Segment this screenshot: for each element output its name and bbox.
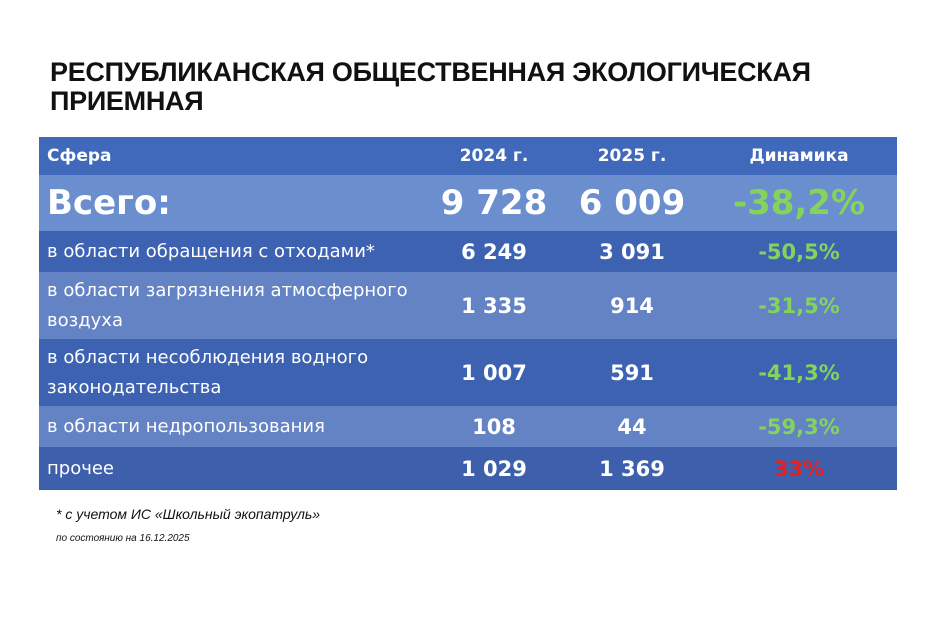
table-row: в области несоблюдения водного законодат…: [39, 339, 897, 406]
row-dynamics: -50,5%: [701, 231, 897, 272]
row-2024: 108: [425, 406, 563, 447]
table-row: прочее 1 029 1 369 33%: [39, 447, 897, 490]
row-dynamics: -59,3%: [701, 406, 897, 447]
total-2024: 9 728: [425, 175, 563, 231]
total-label: Всего:: [39, 175, 425, 231]
row-2024: 1 335: [425, 272, 563, 339]
row-2025: 44: [563, 406, 701, 447]
table-row: в области обращения с отходами* 6 249 3 …: [39, 231, 897, 272]
row-2024: 6 249: [425, 231, 563, 272]
row-dynamics: -41,3%: [701, 339, 897, 406]
row-label: в области несоблюдения водного законодат…: [39, 339, 425, 406]
table-header-row: Сфера 2024 г. 2025 г. Динамика: [39, 137, 897, 175]
header-dynamics: Динамика: [701, 137, 897, 175]
row-2025: 591: [563, 339, 701, 406]
row-dynamics: -31,5%: [701, 272, 897, 339]
header-sphere: Сфера: [39, 137, 425, 175]
row-2024: 1 007: [425, 339, 563, 406]
total-2025: 6 009: [563, 175, 701, 231]
as-of-date: по состоянию на 16.12.2025: [56, 533, 190, 544]
total-row: Всего: 9 728 6 009 -38,2%: [39, 175, 897, 231]
row-dynamics: 33%: [701, 447, 897, 490]
total-dynamics: -38,2%: [701, 175, 897, 231]
row-label: прочее: [39, 447, 425, 490]
row-2025: 1 369: [563, 447, 701, 490]
header-2025: 2025 г.: [563, 137, 701, 175]
row-2025: 914: [563, 272, 701, 339]
header-2024: 2024 г.: [425, 137, 563, 175]
table-row: в области недропользования 108 44 -59,3%: [39, 406, 897, 447]
footnote: * с учетом ИС «Школьный экопатруль»: [56, 506, 321, 522]
row-2024: 1 029: [425, 447, 563, 490]
row-2025: 3 091: [563, 231, 701, 272]
table-row: в области загрязнения атмосферного возду…: [39, 272, 897, 339]
row-label: в области загрязнения атмосферного возду…: [39, 272, 425, 339]
row-label: в области недропользования: [39, 406, 425, 447]
slide-title: РЕСПУБЛИКАНСКАЯ ОБЩЕСТВЕННАЯ ЭКОЛОГИЧЕСК…: [50, 57, 811, 116]
statistics-table: Сфера 2024 г. 2025 г. Динамика Всего: 9 …: [39, 137, 897, 490]
row-label: в области обращения с отходами*: [39, 231, 425, 272]
